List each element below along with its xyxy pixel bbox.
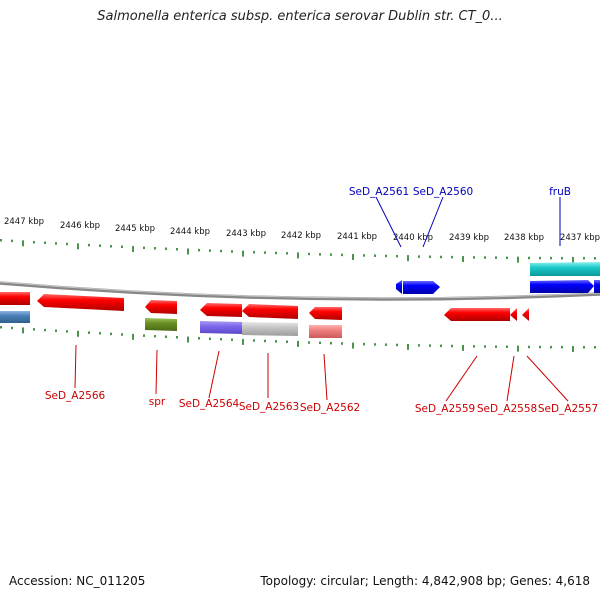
gene-feature-spr[interactable] [145,300,177,314]
genome-backbone-highlight [0,281,600,299]
scale-label: 2443 kbp [226,229,266,239]
gene-feature-sed-a2559[interactable] [444,308,510,321]
scale-label: 2442 kbp [281,231,321,241]
forward-features [396,262,600,294]
gene-feature-sed-a2561[interactable] [396,280,402,294]
gene-feature-sed-a2558[interactable] [510,308,517,321]
gene-label-sed-a2564[interactable]: SeD_A2564 [179,398,240,410]
gene-feature-sed-a2566[interactable] [37,294,124,311]
pink-feature[interactable] [309,325,342,338]
scale-label: 2444 kbp [170,227,210,237]
gene-feature-edge[interactable] [594,280,600,293]
scale-label: 2441 kbp [337,232,377,242]
grey-feature[interactable] [242,322,298,336]
gene-feature-sed-a2557[interactable] [522,308,529,321]
scale-labels: 2447 kbp 2446 kbp 2445 kbp 2444 kbp 2443 kbp… [4,217,600,243]
gene-feature-sed-a2563[interactable] [242,304,298,319]
gene-label-sed-a2557[interactable]: SeD_A2557 [538,403,598,415]
reverse-gene-labels: SeD_A2566 spr SeD_A2564 SeD_A2563 SeD_A2… [45,390,598,415]
scale-label: 2439 kbp [449,233,489,243]
olive-feature[interactable] [145,318,177,331]
genome-backbone [0,281,600,301]
callout-lines [74,196,569,402]
gene-label-sed-a2563[interactable]: SeD_A2563 [239,401,299,413]
gene-feature-left-edge[interactable] [0,292,30,305]
gene-feature-sed-a2560[interactable] [403,281,440,294]
inner-ticks [0,326,596,352]
scale-label: 2445 kbp [115,224,155,234]
steel-feature[interactable] [0,311,30,323]
map-summary: Topology: circular; Length: 4,842,908 bp… [260,574,590,588]
gene-label-sed-a2562[interactable]: SeD_A2562 [300,402,360,414]
gene-label-spr[interactable]: spr [149,396,166,408]
gene-label-sed-a2561[interactable]: SeD_A2561 [349,186,409,198]
teal-feature[interactable] [530,262,600,276]
gene-label-sed-a2559[interactable]: SeD_A2559 [415,403,475,415]
gene-feature-sed-a2562[interactable] [309,307,342,320]
scale-ticks [0,239,596,263]
gene-label-frub[interactable]: fruB [549,186,571,198]
accession-label: Accession: NC_011205 [9,574,146,588]
scale-label: 2437 kbp [560,233,600,243]
scale-label: 2447 kbp [4,217,44,227]
gene-feature-frub[interactable] [530,280,594,293]
scale-label: 2438 kbp [504,233,544,243]
gene-label-sed-a2560[interactable]: SeD_A2560 [413,186,473,198]
scale-label: 2440 kbp [393,233,433,243]
reverse-features [0,292,529,338]
scale-label: 2446 kbp [60,221,100,231]
gene-feature-sed-a2564[interactable] [200,303,242,317]
gene-label-sed-a2558[interactable]: SeD_A2558 [477,403,537,415]
map-title: Salmonella enterica subsp. enterica sero… [97,9,503,24]
forward-gene-labels: SeD_A2561 SeD_A2560 fruB [349,186,571,198]
gene-label-sed-a2566[interactable]: SeD_A2566 [45,390,106,402]
violet-feature[interactable] [200,321,242,334]
